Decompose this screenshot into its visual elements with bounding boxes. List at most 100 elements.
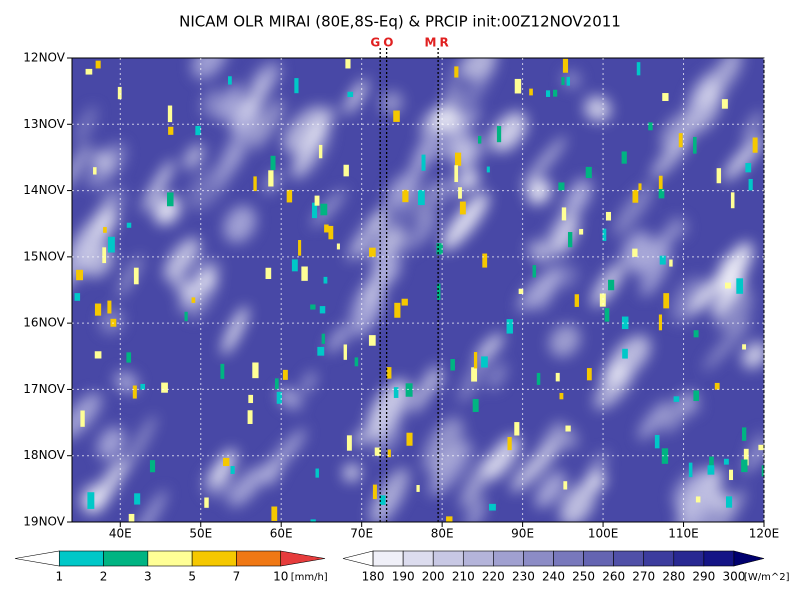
colorbar-label: 300 [722,570,745,584]
y-tick-label: 17NOV [23,382,65,396]
cloud-streak [703,318,752,371]
precip-cell [319,306,326,314]
cloud-streak [428,441,473,496]
precip-cell [658,314,663,331]
cloud-streak [201,88,222,116]
y-tick-label: 15NOV [23,249,65,263]
cloud-streak [142,159,175,213]
cloud-streak [104,187,127,210]
colorbar-label: 10 [273,570,288,584]
precip-cell [195,125,201,136]
cloud-streak [420,108,439,134]
colorbar-box [523,550,554,567]
olr-field [72,58,764,522]
precip-cell [126,352,132,363]
precip-cell [343,164,349,177]
precip-cell [659,255,666,265]
cloud-streak [565,178,592,215]
precip-cell [673,396,680,402]
cloud-streak [410,364,441,414]
precip-cell [312,202,318,219]
colorbar-label: 260 [602,570,625,584]
cloud-streak [353,431,368,446]
cloud-streak [452,160,475,198]
precip-cell [566,76,570,86]
precip-cell [561,77,565,86]
cloud-streak [129,489,167,522]
precip-cell [654,434,660,449]
colorbar-box [58,550,104,567]
cloud-streak [742,341,764,369]
precip-cell [621,316,629,330]
colorbar-label: 220 [482,570,505,584]
precip-cell [107,300,112,314]
precip-cell [481,356,488,368]
cloud-streak [282,105,329,154]
precip-cell [324,224,329,233]
precip-cell [394,302,401,318]
precip-cell [585,166,592,179]
cloud-streak [557,264,578,289]
precip-cell [663,293,670,309]
cloud-streak [153,195,181,225]
precip-cell [632,189,639,203]
precip-cell [368,335,376,346]
cloud-streak [510,439,561,492]
precip-cell [450,359,455,371]
cloud-streak [178,262,221,313]
cloud-streak [612,183,654,236]
x-tick-label: 100E [588,527,619,541]
precip-cell [343,344,347,360]
cloud-streak [189,277,218,320]
cloud-streak [584,96,612,122]
cloud-streak [164,237,200,281]
cloud-streak [718,255,736,277]
precip-cell [561,207,567,221]
cloud-streak [374,488,405,522]
colorbar-label: 180 [362,570,385,584]
precip-cell [586,368,592,381]
cloud-streak [535,263,563,312]
precip-cell [228,76,232,85]
precip-cell [436,243,443,255]
cloud-streak [560,482,596,522]
precip-cell [94,351,102,359]
precip-cell [496,126,502,143]
precip-cell [608,279,615,291]
cloud-streak [423,417,464,473]
cloud-streak [674,488,719,522]
cloud-streak [435,173,461,205]
precip-cell [248,394,254,404]
precip-cell [709,456,714,466]
precip-cell [599,293,606,307]
precip-cell [536,372,541,385]
precip-cell [741,459,748,473]
cloud-streak [586,451,608,483]
precip-cell [545,90,551,97]
precip-cell [622,348,628,359]
precip-cell [393,110,400,122]
precip-cell [301,266,308,281]
precip-cell [315,468,319,478]
y-tick-label: 14NOV [23,183,65,197]
cloud-streak [467,136,490,162]
precip-cell [93,167,97,175]
cloud-streak [527,240,552,264]
cloud-streak [221,306,249,355]
precip-cell [134,493,141,505]
cloud-streak [415,209,442,246]
precip-cell [437,283,441,300]
cloud-streak [223,205,257,243]
precip-cell [518,288,524,295]
precip-cell [721,99,728,109]
precip-cell [405,383,413,397]
precip-cell [658,188,665,199]
cloud-streak [183,143,205,170]
y-tick-label: 12NOV [23,51,65,65]
precip-cell [579,228,584,235]
colorbar-label: 5 [188,570,196,584]
cloud-streak [747,430,764,462]
precip-cell [421,154,426,171]
cloud-streak [372,386,413,441]
